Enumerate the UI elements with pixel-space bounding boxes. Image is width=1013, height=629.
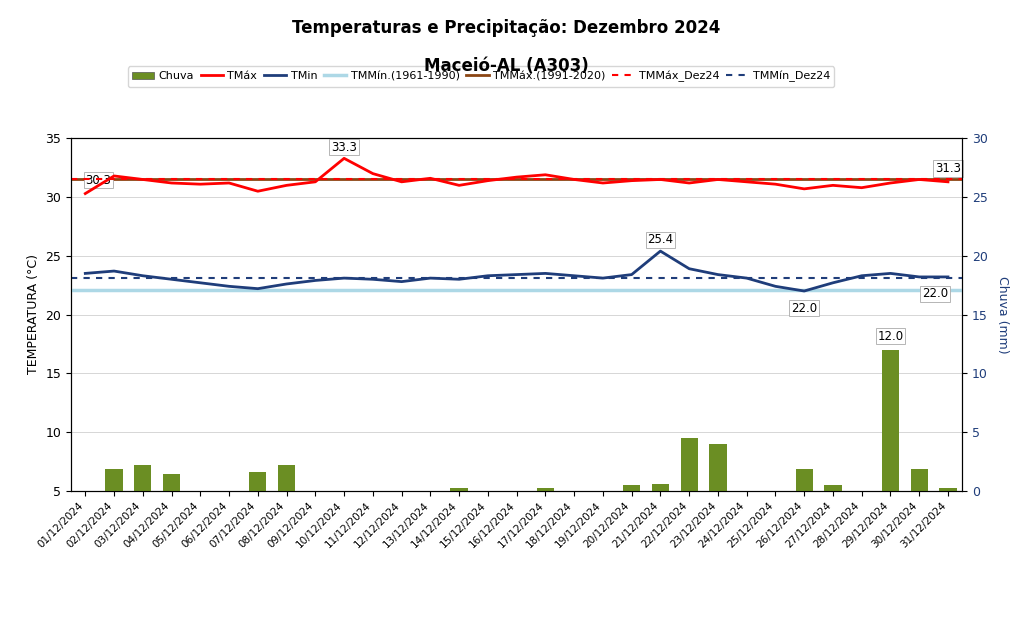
Bar <box>882 350 900 491</box>
Bar <box>134 465 151 491</box>
Text: 25.4: 25.4 <box>647 233 674 247</box>
Bar <box>451 488 468 491</box>
Bar <box>278 465 295 491</box>
Bar <box>651 484 669 491</box>
Text: 12.0: 12.0 <box>877 330 904 343</box>
Bar <box>537 488 554 491</box>
Bar <box>163 474 180 491</box>
Bar <box>911 469 928 491</box>
Legend: Chuva, TMáx, TMin, TMMín.(1961-1990), TMMáx.(1991-2020), TMMáx_Dez24, TMMín_Dez2: Chuva, TMáx, TMin, TMMín.(1961-1990), TM… <box>128 67 835 87</box>
Bar <box>709 443 726 491</box>
Bar <box>795 469 812 491</box>
Y-axis label: TEMPERATURA (°C): TEMPERATURA (°C) <box>26 255 40 374</box>
Text: 30.3: 30.3 <box>85 174 111 187</box>
Text: 22.0: 22.0 <box>791 301 817 314</box>
Text: Maceió-AL (A303): Maceió-AL (A303) <box>424 57 589 75</box>
Bar <box>105 469 123 491</box>
Text: 22.0: 22.0 <box>922 287 948 301</box>
Text: Temperaturas e Precipitação: Dezembro 2024: Temperaturas e Precipitação: Dezembro 20… <box>293 19 720 37</box>
Bar <box>623 485 640 491</box>
Bar <box>939 488 956 491</box>
Bar <box>681 438 698 491</box>
Y-axis label: Chuva (mm): Chuva (mm) <box>996 276 1009 353</box>
Text: 33.3: 33.3 <box>331 141 357 153</box>
Bar <box>825 485 842 491</box>
Text: 31.3: 31.3 <box>935 162 961 175</box>
Bar <box>249 472 266 491</box>
